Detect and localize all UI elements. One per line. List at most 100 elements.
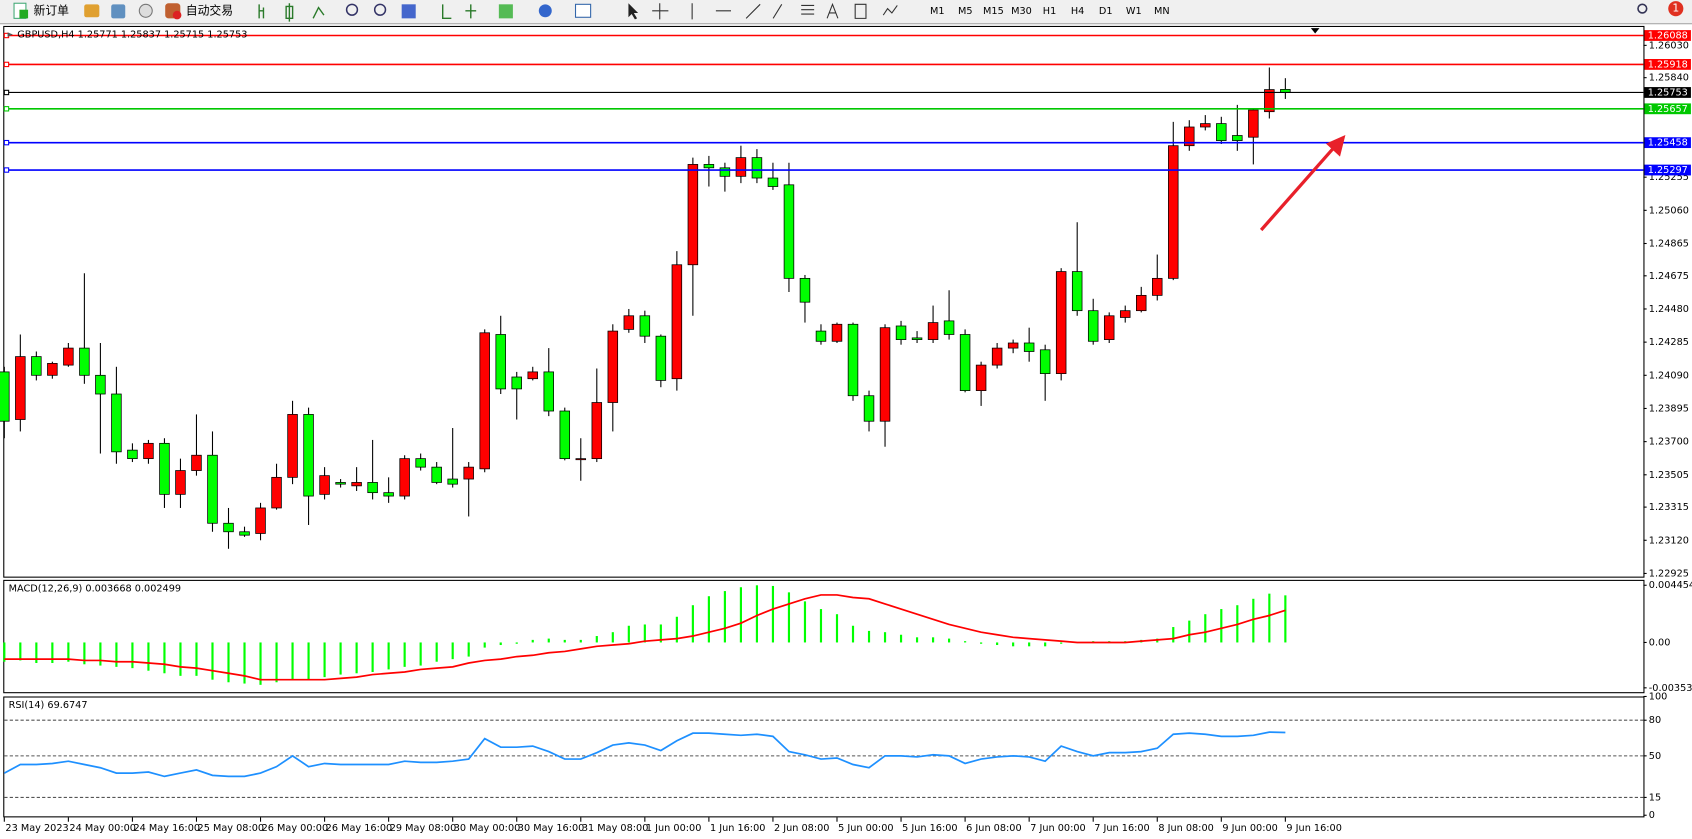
price-label: 1.25753 <box>1648 87 1688 98</box>
histogram-bar <box>531 639 534 643</box>
icon[interactable] <box>574 3 592 18</box>
text-tools[interactable] <box>826 2 867 19</box>
icon[interactable] <box>401 4 416 19</box>
toolbar: 新订单 自动交易 M1 M5 M15 M30 H1 H4 D1 W1 MN 1 <box>0 0 1692 25</box>
histogram-bar <box>67 642 70 662</box>
price-label-bg <box>1644 30 1691 41</box>
candle-body <box>143 442 154 460</box>
candle-body <box>79 347 90 376</box>
histogram-bar <box>675 616 678 643</box>
histogram-bar <box>339 642 342 675</box>
histogram-bar <box>323 642 326 678</box>
x-tick-label: 7 Jun 00:00 <box>1030 823 1085 834</box>
histogram-bar <box>547 638 550 643</box>
arrow-head <box>1325 134 1346 157</box>
candle-body <box>287 414 298 478</box>
histogram-bar <box>627 625 630 643</box>
candle-body <box>831 323 843 342</box>
y-tick-label: 1.23120 <box>1649 535 1689 546</box>
timeframe-button[interactable]: M30 <box>1011 6 1032 17</box>
histogram-bar <box>707 596 710 643</box>
y-tick-label: 0.00 <box>1649 637 1671 648</box>
icon[interactable] <box>538 4 552 18</box>
histogram-bar <box>723 591 726 643</box>
timeframe-button[interactable]: D1 <box>1099 6 1113 17</box>
y-tick-label: 1.23700 <box>1649 437 1689 448</box>
price-label: 1.25458 <box>1648 138 1688 149</box>
candle-body <box>111 393 122 453</box>
candle-body <box>991 347 1003 366</box>
search[interactable] <box>1637 3 1648 14</box>
candle-body <box>47 363 58 376</box>
candle-body <box>1087 310 1099 342</box>
icon[interactable] <box>498 4 513 19</box>
icon[interactable] <box>138 3 153 18</box>
icon[interactable] <box>258 4 265 19</box>
new-order-button[interactable]: 新订单 <box>13 2 69 19</box>
candle-body <box>239 531 250 536</box>
auto-trading-button[interactable]: 自动交易 <box>165 3 233 20</box>
histogram-bar <box>980 642 983 644</box>
zoom-out[interactable] <box>373 3 387 16</box>
histogram-bar <box>291 642 294 680</box>
histogram-bar <box>931 637 935 643</box>
candle-body <box>511 376 522 390</box>
rsi-panel <box>3 696 1645 818</box>
histogram-bar <box>563 639 566 643</box>
histogram-bar <box>435 642 438 662</box>
timeframe-button[interactable]: M1 <box>930 6 945 17</box>
title-icon <box>7 32 13 37</box>
x-tick-label: 30 May 16:00 <box>518 823 585 834</box>
cursor-tool[interactable] <box>628 3 639 20</box>
candle-body <box>351 482 362 487</box>
timeframe-button[interactable]: MN <box>1154 6 1170 17</box>
candle-body <box>1039 349 1051 374</box>
histogram-bar <box>403 642 406 667</box>
y-tick-label: 1.25255 <box>1649 172 1689 183</box>
candle-body <box>175 470 186 495</box>
candle-body <box>559 410 571 460</box>
histogram-bar <box>51 642 54 664</box>
histogram-bar <box>275 642 278 683</box>
histogram-bar <box>467 642 470 657</box>
icon <box>19 9 29 19</box>
histogram-bar <box>1188 620 1191 643</box>
histogram-bar <box>739 587 742 643</box>
x-tick-label: 5 Jun 16:00 <box>902 823 957 834</box>
timeframe-bar: M1 M5 M15 M30 H1 H4 D1 W1 MN <box>930 6 1170 17</box>
line-anchor <box>3 139 10 146</box>
candle-body <box>95 374 106 395</box>
histogram-bar <box>227 642 230 683</box>
y-tick-label: 1.24865 <box>1649 238 1689 249</box>
icon[interactable] <box>442 4 477 20</box>
y-tick-label: 0.004454 <box>1649 580 1692 591</box>
timeframe-button[interactable]: W1 <box>1126 6 1142 17</box>
timeframe-button[interactable]: M5 <box>958 6 973 17</box>
icon[interactable] <box>84 4 100 18</box>
timeframe-button[interactable]: H1 <box>1043 6 1056 17</box>
shapes-tool[interactable] <box>882 5 898 16</box>
alert-badge[interactable] <box>1668 1 1684 17</box>
candle-body <box>751 157 763 179</box>
shift-marker <box>1310 28 1320 34</box>
tool-icons <box>258 3 325 22</box>
x-tick-label: 1 Jun 00:00 <box>646 823 701 834</box>
histogram-bar <box>99 642 102 666</box>
icon[interactable] <box>285 3 294 22</box>
histogram-bar <box>3 642 6 662</box>
candle-body <box>335 482 346 485</box>
timeframe-button[interactable]: M15 <box>983 6 1004 17</box>
histogram-bar <box>996 642 999 646</box>
draw-tools[interactable] <box>652 3 815 20</box>
histogram-bar <box>915 637 919 643</box>
timeframe-button[interactable]: H4 <box>1071 6 1084 17</box>
candle-body <box>1248 109 1259 138</box>
histogram-bar <box>195 642 198 676</box>
candle-body <box>383 492 394 497</box>
zoom-in[interactable] <box>345 3 359 16</box>
icon[interactable] <box>111 4 126 19</box>
icon[interactable] <box>312 6 325 19</box>
line-anchor <box>3 106 10 112</box>
x-tick-label: 29 May 08:00 <box>390 823 457 834</box>
